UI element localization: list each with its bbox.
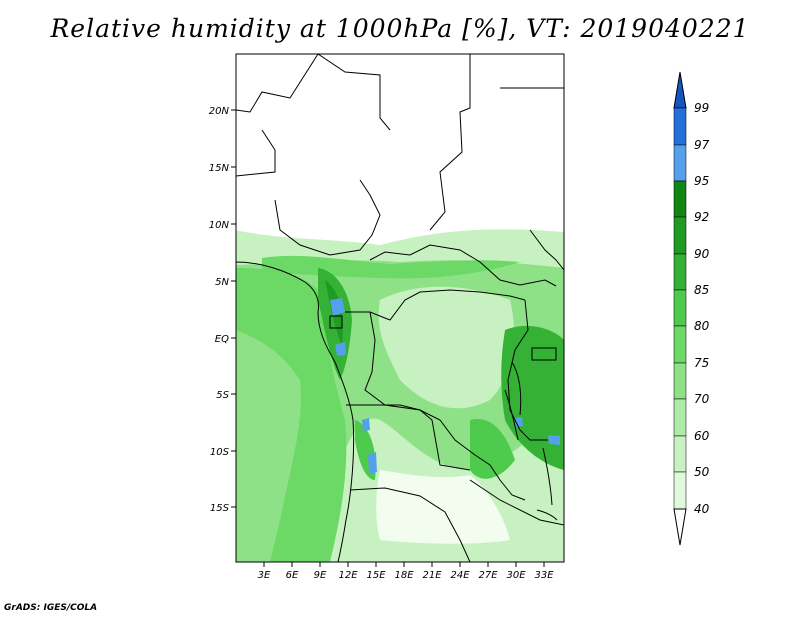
map-frame-border <box>235 53 565 563</box>
rh-zone-85-east2 <box>470 419 515 479</box>
lat-label-20n: 20N <box>209 106 230 117</box>
lat-label-10s: 10S <box>210 447 230 458</box>
lake-3 <box>542 447 553 506</box>
rh-zone-80-ocean <box>236 330 301 562</box>
border-east-2 <box>529 229 564 271</box>
lon-label-30e: 30E <box>506 570 526 581</box>
colorbar-segment-40-50 <box>673 471 687 510</box>
colorbar-segment-70-75 <box>673 362 687 400</box>
colorbar-segment-80-85 <box>673 289 687 327</box>
box-east <box>531 347 557 361</box>
lat-label-5s: 5S <box>216 390 229 401</box>
rh-zone-40-south <box>376 470 510 544</box>
colorbar-segment-75-80 <box>673 325 687 364</box>
lon-label-24e: 24E <box>450 570 470 581</box>
border-north-4 <box>236 129 276 177</box>
colorbar-label-97: 97 <box>694 138 710 152</box>
colorbar-label-92: 92 <box>694 210 709 224</box>
colorbar-label-70: 70 <box>694 392 710 406</box>
border-north-1 <box>317 54 391 131</box>
lon-label-12e: 12E <box>338 570 358 581</box>
colorbar-label-90: 90 <box>694 247 710 261</box>
colorbar-segment-90-92 <box>673 216 687 255</box>
lake-1 <box>504 389 519 441</box>
colorbar-label-85: 85 <box>694 283 709 297</box>
lon-label-6e: 6E <box>286 570 299 581</box>
colorbar-label-80: 80 <box>694 319 710 333</box>
lat-label-15s: 15S <box>210 503 230 514</box>
border-congo <box>364 311 526 501</box>
border-drc-east <box>507 299 548 441</box>
lon-label-33e: 33E <box>534 570 554 581</box>
lat-label-eq: EQ <box>215 334 229 345</box>
rh-zone-97-a <box>330 298 345 316</box>
colorbar-segment-60-70 <box>673 398 687 437</box>
colorbar-label-50: 50 <box>694 465 710 479</box>
border-central-1 <box>274 179 381 256</box>
colorbar-segment-95-97 <box>673 144 687 182</box>
lat-label-10n: 10N <box>209 220 230 231</box>
rh-zone-60-center <box>378 286 514 409</box>
lon-label-18e: 18E <box>394 570 414 581</box>
lon-label-27e: 27E <box>478 570 498 581</box>
lon-label-3e: 3E <box>258 570 271 581</box>
latitude-axis: 20N 15N 10N 5N EQ 5S 10S 15S <box>209 106 236 514</box>
colorbar-segment-92-95 <box>673 180 687 218</box>
lat-label-5n: 5N <box>215 277 229 288</box>
colorbar-segment-85-90 <box>673 253 687 291</box>
colorbar-segment-97-99 <box>673 107 687 146</box>
colorbar-label-99: 99 <box>694 101 709 115</box>
rh-zone-97-b <box>335 342 346 356</box>
colorbar-segment-50-60 <box>673 435 687 473</box>
colorbar: 99 97 95 92 90 85 80 75 70 60 50 40 <box>673 71 710 546</box>
border-north-2 <box>429 54 471 231</box>
coastlines-and-borders <box>236 54 564 562</box>
lon-label-9e: 9E <box>314 570 327 581</box>
coastline-west <box>236 261 355 562</box>
humidity-field <box>236 54 564 562</box>
rh-zone-97-e <box>362 418 370 431</box>
rh-zone-below-40 <box>236 54 564 245</box>
lon-label-15e: 15E <box>366 570 386 581</box>
border-south-1 <box>346 404 471 471</box>
colorbar-label-95: 95 <box>694 174 709 188</box>
colorbar-top-arrow <box>673 71 687 109</box>
lake-4 <box>536 509 558 521</box>
colorbar-label-75: 75 <box>694 356 709 370</box>
longitude-axis: 3E 6E 9E 12E 15E 18E 21E 24E 27E 30E 33E <box>258 562 554 581</box>
border-north-3 <box>236 54 319 113</box>
rh-zone-97-d <box>548 435 560 445</box>
colorbar-bottom-arrow <box>673 508 687 546</box>
border-south-3 <box>469 479 564 526</box>
map-title: Relative humidity at 1000hPa [%], VT: 20… <box>50 14 750 43</box>
border-central-2 <box>369 244 557 287</box>
rh-zone-97-c <box>368 452 377 474</box>
box-gabon <box>329 315 343 329</box>
grads-credit: GrADS: IGES/COLA <box>4 603 98 613</box>
lake-2 <box>511 361 522 416</box>
lon-label-21e: 21E <box>422 570 442 581</box>
colorbar-label-40: 40 <box>694 502 710 516</box>
colorbar-label-60: 60 <box>694 429 710 443</box>
lat-label-15n: 15N <box>209 163 230 174</box>
border-south-2 <box>349 487 471 562</box>
border-central-3 <box>345 289 526 321</box>
